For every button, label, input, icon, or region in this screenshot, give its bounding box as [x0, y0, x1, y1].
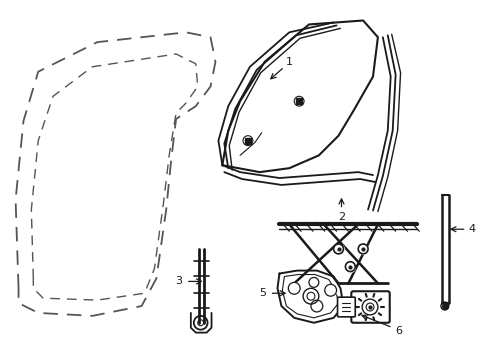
Text: 2: 2: [337, 212, 345, 222]
Text: 5: 5: [259, 288, 265, 298]
Text: 6: 6: [394, 326, 401, 336]
Text: 3: 3: [175, 276, 182, 287]
Text: 4: 4: [468, 224, 475, 234]
Text: 1: 1: [285, 57, 292, 67]
FancyBboxPatch shape: [350, 291, 389, 323]
FancyBboxPatch shape: [337, 297, 355, 317]
